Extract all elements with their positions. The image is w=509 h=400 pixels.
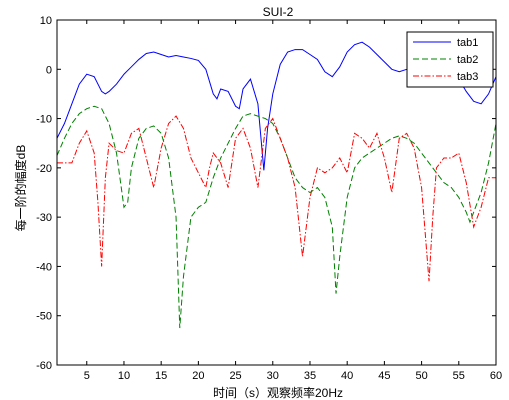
legend-label-tab3: tab3: [457, 71, 478, 83]
y-tick-label: -30: [36, 212, 52, 224]
x-tick-label: 20: [192, 370, 204, 382]
series-line-tab2: [57, 105, 496, 329]
axes-box: [56, 19, 497, 366]
plot-area: 5 10 15 20 25 30 35 40 45 50 55 60 10 0 -10 -20 -30 -40 -5…: [36, 15, 502, 382]
y-tick-label: -50: [36, 311, 52, 323]
legend: tab1 tab2 tab3: [406, 31, 494, 88]
x-tick-label: 35: [304, 370, 316, 382]
y-tick-label: -20: [36, 163, 52, 175]
x-tick-label: 60: [490, 370, 502, 382]
x-tick-label: 55: [453, 370, 465, 382]
y-tick-label: 0: [46, 64, 52, 76]
x-tick-label: 25: [229, 370, 241, 382]
x-tick-label: 40: [341, 370, 353, 382]
x-axis-label: 时间（s）观察频率20Hz: [213, 385, 343, 400]
y-tick-label: -10: [36, 114, 52, 126]
chart-title: SUI-2: [263, 5, 294, 19]
x-tick-label: 5: [84, 370, 90, 382]
x-tick-label: 10: [118, 370, 130, 382]
legend-label-tab1: tab1: [457, 37, 478, 49]
x-tick-label: 45: [378, 370, 390, 382]
y-tick-label: -60: [36, 360, 52, 372]
x-tick-label: 15: [155, 370, 167, 382]
y-tick-label: -40: [36, 261, 52, 273]
series-line-tab3: [57, 115, 496, 282]
legend-label-tab2: tab2: [457, 54, 478, 66]
y-tick-label: 10: [40, 15, 52, 27]
x-tick-label: 30: [267, 370, 279, 382]
x-tick-label: 50: [415, 370, 427, 382]
y-axis-label: 每一阶的幅度dB: [13, 145, 28, 232]
